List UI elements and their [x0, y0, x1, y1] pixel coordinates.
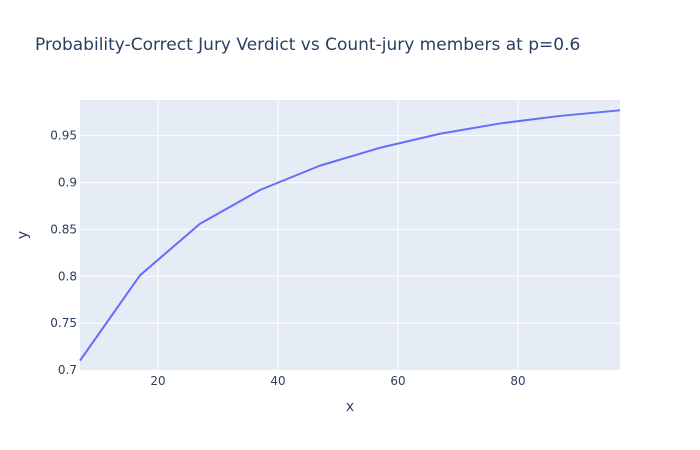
y-tick-label: 0.8: [58, 269, 77, 283]
x-tick-label: 40: [270, 374, 285, 388]
series-line: [79, 109, 621, 362]
x-axis-ticks: 20 40 60 80: [150, 374, 525, 388]
x-tick-label: 80: [510, 374, 525, 388]
gridlines: [80, 100, 620, 370]
y-axis-ticks: 0.7 0.75 0.8 0.85 0.9 0.95: [50, 129, 77, 377]
x-tick-label: 60: [390, 374, 405, 388]
y-tick-label: 0.75: [50, 316, 77, 330]
x-tick-label: 20: [150, 374, 165, 388]
y-tick-label: 0.85: [50, 222, 77, 236]
series-layer: [79, 109, 621, 362]
y-tick-label: 0.9: [58, 176, 77, 190]
plot-area: [80, 100, 620, 370]
y-tick-label: 0.95: [50, 129, 77, 143]
chart-title: Probability-Correct Jury Verdict vs Coun…: [35, 35, 580, 55]
x-axis-title: x: [346, 399, 354, 415]
y-tick-label: 0.7: [58, 363, 77, 377]
y-axis-title: y: [15, 231, 31, 239]
